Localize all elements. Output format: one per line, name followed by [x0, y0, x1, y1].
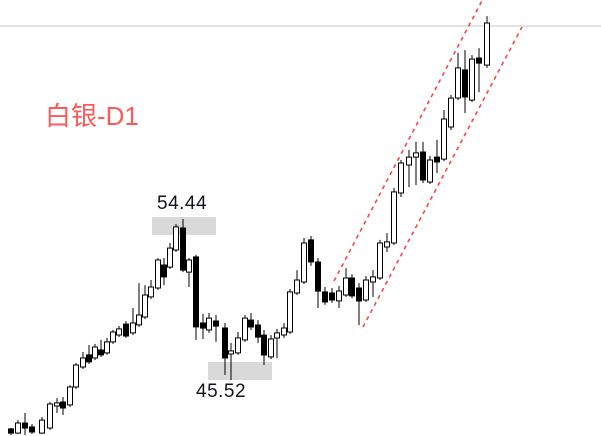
low-price-label: 45.52	[196, 381, 247, 402]
candle	[80, 352, 86, 369]
candle	[281, 323, 287, 338]
candle	[186, 258, 192, 287]
candle	[67, 385, 73, 408]
candle	[268, 335, 274, 360]
candle	[301, 238, 307, 284]
high-price-label: 54.44	[157, 193, 208, 214]
candle	[73, 363, 79, 389]
low-price-highlight-box	[208, 362, 272, 380]
candle	[167, 243, 173, 269]
chart-title: 白银-D1	[45, 101, 139, 131]
candle	[29, 424, 35, 434]
candle	[484, 16, 490, 68]
candle	[22, 413, 28, 436]
candle	[200, 313, 206, 339]
candle	[384, 233, 390, 252]
candle	[455, 52, 461, 101]
candle	[343, 268, 349, 297]
candle	[8, 428, 14, 436]
candle	[148, 280, 154, 299]
trend-channel-upper-line	[333, 0, 484, 282]
candle	[222, 323, 228, 375]
candle	[161, 258, 167, 286]
candle	[123, 321, 129, 338]
candle	[308, 236, 314, 266]
candle	[363, 276, 369, 302]
candle	[329, 288, 335, 303]
candle	[228, 343, 234, 380]
candle	[434, 139, 440, 173]
candle	[476, 48, 482, 93]
candle	[287, 289, 293, 334]
candle	[248, 313, 254, 330]
candle	[370, 270, 376, 297]
candles-group	[8, 16, 490, 436]
candle	[235, 332, 241, 355]
candle	[193, 254, 199, 340]
candle	[391, 188, 397, 245]
candle	[336, 286, 342, 308]
candle	[356, 283, 362, 325]
candle	[86, 345, 92, 364]
candle	[315, 258, 321, 308]
candle	[15, 420, 21, 434]
candle	[448, 95, 454, 130]
candle	[213, 315, 219, 342]
candle	[441, 110, 447, 162]
candle	[142, 285, 148, 319]
candle	[462, 50, 468, 113]
candle	[60, 397, 66, 415]
candle	[242, 315, 248, 342]
candle	[130, 308, 136, 336]
candle	[155, 258, 161, 290]
candle	[420, 141, 426, 184]
candle	[294, 270, 300, 295]
candle	[377, 239, 383, 280]
candle	[136, 283, 142, 327]
candle	[398, 160, 404, 197]
candle	[349, 274, 355, 299]
candle	[469, 55, 475, 102]
trend-channel-lower-line	[362, 26, 523, 328]
high-price-highlight-box	[152, 217, 216, 235]
candle	[173, 224, 179, 252]
candle	[116, 326, 122, 337]
candle	[54, 398, 60, 413]
candle	[98, 339, 104, 357]
candle	[261, 330, 267, 365]
candle	[206, 313, 212, 333]
candle	[406, 150, 412, 188]
candle	[274, 328, 280, 358]
candle	[322, 287, 328, 305]
candle	[92, 343, 98, 360]
candle	[47, 402, 53, 430]
candle	[180, 219, 186, 273]
candle	[39, 417, 45, 434]
candle	[427, 156, 433, 184]
candle	[413, 141, 419, 186]
candle	[255, 320, 261, 343]
candle	[110, 330, 116, 344]
candle	[104, 337, 110, 355]
